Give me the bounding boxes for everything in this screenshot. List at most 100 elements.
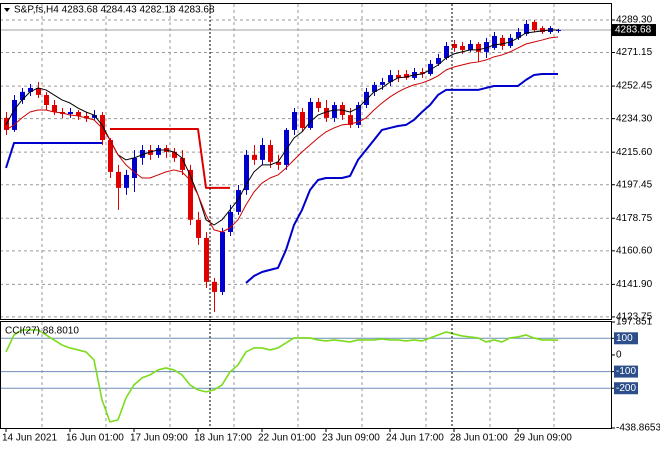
candle-body (116, 171, 121, 188)
y-tick-label: 4123.75 (616, 312, 653, 323)
candle-body (260, 144, 265, 160)
candle-body (460, 45, 465, 50)
candle-body (468, 44, 473, 50)
level-tag (614, 332, 638, 345)
candle-body (516, 31, 521, 38)
y-tick-label: 197.851 (616, 317, 653, 328)
candle-body (212, 281, 217, 292)
labels-layer: 4289.30 4271.15 4252.45 4234.30 4215.60 4197.… (2, 15, 660, 444)
candle-body (452, 44, 457, 48)
x-tick-label: 18 Jun 17:00 (194, 433, 252, 444)
candle-body (428, 63, 433, 74)
candle-body (396, 75, 401, 78)
candle-body (148, 150, 153, 155)
candle-body (324, 108, 329, 118)
candle-body (492, 35, 497, 48)
indicator-line (5, 72, 558, 284)
candle-body (484, 42, 489, 52)
y-tick-label: 4178.75 (616, 213, 653, 224)
y-tick-label: 4215.60 (616, 147, 653, 158)
candle-body (404, 73, 409, 78)
level-tag (614, 382, 638, 395)
candle-body (68, 111, 73, 114)
x-tick-label: 24 Jun 17:00 (386, 433, 444, 444)
candle-body (228, 211, 233, 232)
candle-body (52, 104, 57, 112)
candle-body (204, 237, 209, 282)
candle-body (36, 87, 41, 95)
y-tick-label: 4234.30 (616, 113, 653, 124)
x-tick-label: 22 Jun 01:00 (258, 433, 316, 444)
y-tick-label: 100 (616, 333, 633, 344)
y-tick-label: 4271.15 (616, 47, 653, 58)
candle-body (20, 91, 25, 100)
chart-title: S&P,fs,H4 4283.68 4284.43 4282.18 4283.6… (14, 5, 215, 16)
x-tick-label: 28 Jun 01:00 (450, 433, 508, 444)
candle-body (180, 157, 185, 170)
candle-body (12, 99, 17, 130)
candle-body (348, 115, 353, 125)
y-tick-label: 4141.90 (616, 279, 653, 290)
marks-layer (4, 19, 561, 423)
y-tick-label: 4160.60 (616, 245, 653, 256)
x-tick-label: 14 Jun 2021 (2, 433, 57, 444)
x-tick-label: 17 Jun 09:00 (130, 433, 188, 444)
x-tick-label: 23 Jun 09:00 (322, 433, 380, 444)
candle-body (84, 115, 89, 118)
candle-body (276, 161, 281, 165)
candle-body (220, 231, 225, 292)
candle-body (236, 190, 241, 212)
candle-body (372, 84, 377, 92)
candle-body (524, 23, 529, 34)
candle-body (124, 174, 129, 188)
y-tick-label: -100 (616, 366, 636, 377)
candle-body (100, 115, 105, 140)
level-tag (614, 365, 638, 378)
indicator-line (5, 329, 559, 423)
candle-body (172, 151, 177, 158)
candle-body (44, 94, 49, 105)
candle-body (388, 75, 393, 83)
y-tick-label: 0 (616, 350, 622, 361)
candle-body (332, 104, 337, 118)
candle-body (364, 91, 369, 105)
candle-body (196, 219, 201, 238)
candle-body (132, 157, 137, 179)
cci-frame (0, 321, 612, 429)
cci-title: CCI(27) 88.8010 (5, 326, 79, 337)
y-tick-label: 4197.45 (616, 179, 653, 190)
y-tick-label: -200 (616, 383, 636, 394)
candle-body (28, 87, 33, 92)
indicator-line (110, 128, 230, 189)
candle-body (380, 82, 385, 85)
candle-body (244, 154, 249, 191)
candle-body (292, 111, 297, 130)
candle-body (252, 154, 257, 160)
candle-body (300, 111, 305, 128)
candle-body (76, 111, 81, 116)
candle-body (356, 104, 361, 125)
candle-body (420, 71, 425, 74)
candle-body (268, 144, 273, 162)
candle-body (188, 169, 193, 220)
y-tick-label: 4289.30 (616, 15, 653, 26)
candle-body (500, 37, 505, 46)
x-tick-label: 29 Jun 09:00 (514, 433, 572, 444)
title-marker (4, 8, 10, 12)
main-frame (0, 3, 612, 320)
candle-body (532, 21, 537, 31)
candle-body (92, 115, 97, 118)
indicator-line (5, 36, 559, 233)
candle-body (476, 44, 481, 52)
candle-body (308, 101, 313, 128)
candle-body (436, 57, 441, 64)
candle-body (156, 148, 161, 155)
y-tick-label: 4252.45 (616, 81, 653, 92)
candle-body (284, 129, 289, 165)
x-tick-label: 16 Jun 01:00 (66, 433, 124, 444)
candle-body (316, 101, 321, 109)
price-tag (612, 24, 656, 37)
